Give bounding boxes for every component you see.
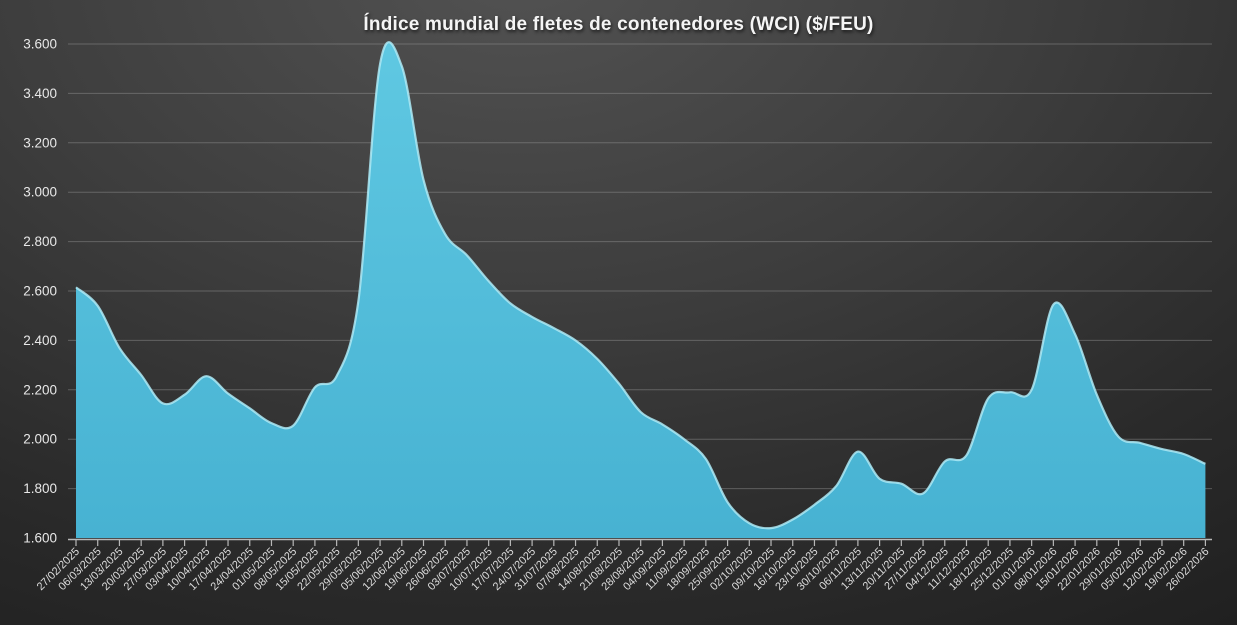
area-series — [75, 41, 1206, 538]
y-axis-tick-label: 3.200 — [23, 135, 57, 150]
y-axis-labels: 1.600 1.800 2.000 2.200 2.400 2.600 2.800 3.000… — [23, 37, 57, 546]
y-axis-tick-label: 2.400 — [23, 333, 57, 348]
y-axis-tick-label: 3.400 — [23, 86, 57, 101]
y-axis-tick-label: 2.000 — [23, 432, 57, 447]
y-axis-tick-label: 1.600 — [23, 531, 57, 546]
y-axis-tick-label: 2.600 — [23, 284, 57, 299]
x-axis — [68, 538, 1212, 546]
chart-title: Índice mundial de fletes de contenedores… — [363, 14, 874, 35]
y-axis-tick-label: 2.800 — [23, 234, 57, 249]
area-fill — [76, 42, 1206, 538]
area-top-edge — [75, 41, 1206, 530]
x-axis-labels: 27/02/202506/03/202513/03/202520/03/2025… — [35, 546, 1212, 593]
y-axis-tick-label: 3.600 — [23, 37, 57, 52]
y-axis-tick-label: 3.000 — [23, 185, 57, 200]
y-axis-tick-label: 2.200 — [23, 382, 57, 397]
y-axis-tick-label: 1.800 — [23, 481, 57, 496]
